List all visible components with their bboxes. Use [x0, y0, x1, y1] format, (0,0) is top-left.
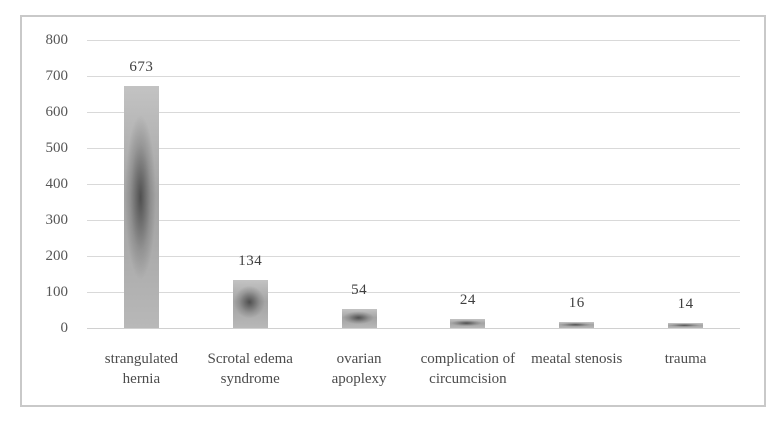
y-axis-tick-label: 0 — [60, 320, 69, 336]
bar — [450, 319, 486, 328]
plot-area: 0 100 200 300 400 500 600 700 800 673 strangulated… — [22, 17, 764, 405]
category-label-line: trauma — [664, 351, 707, 367]
bar-value-label: 14 — [677, 296, 694, 312]
y-axis-tick-label: 400 — [45, 176, 69, 192]
gridline — [87, 220, 740, 221]
category-label: strangulated hernia — [61, 349, 221, 389]
gridline — [87, 184, 740, 185]
gridline — [87, 148, 740, 149]
bar-value-label: 134 — [238, 253, 263, 269]
y-axis-tick-label: 600 — [45, 104, 69, 120]
y-axis-tick-label: 700 — [45, 68, 69, 84]
category-label: ovarian apoplexy — [279, 349, 439, 389]
category-label: Scrotal edema syndrome — [170, 349, 330, 389]
y-axis-tick-label: 800 — [45, 32, 69, 48]
bar-value-label: 24 — [459, 292, 476, 308]
gridline — [87, 256, 740, 257]
category-label-line: hernia — [122, 371, 161, 387]
gridline — [87, 76, 740, 77]
x-axis-baseline — [87, 328, 740, 329]
category-label-line: Scrotal edema — [207, 351, 293, 367]
category-label-line: meatal stenosis — [531, 351, 623, 367]
category-label-line: circumcision — [429, 371, 507, 387]
category-label-line: apoplexy — [331, 371, 387, 387]
gridline — [87, 292, 740, 293]
gridline — [87, 112, 740, 113]
category-label: trauma — [606, 349, 766, 369]
bar-value-label: 54 — [351, 282, 368, 298]
category-label: complication of circumcision — [388, 349, 548, 389]
category-label-line: syndrome — [220, 371, 280, 387]
y-axis-tick-label: 100 — [45, 284, 69, 300]
category-label-line: strangulated — [104, 351, 179, 367]
bar — [123, 86, 159, 328]
bar — [559, 322, 595, 328]
bar-value-label: 673 — [129, 59, 154, 75]
chart-frame: 0 100 200 300 400 500 600 700 800 673 strangulated… — [20, 15, 766, 407]
bar — [668, 323, 704, 328]
category-label-line: complication of — [420, 351, 516, 367]
category-label-line: ovarian — [336, 351, 382, 367]
y-axis-tick-label: 500 — [45, 140, 69, 156]
y-axis-tick-label: 200 — [45, 248, 69, 264]
gridline — [87, 40, 740, 41]
bar — [341, 309, 377, 328]
bar-value-label: 16 — [568, 295, 585, 311]
y-axis-tick-label: 300 — [45, 212, 69, 228]
bar — [232, 280, 268, 328]
category-label: meatal stenosis — [497, 349, 657, 369]
